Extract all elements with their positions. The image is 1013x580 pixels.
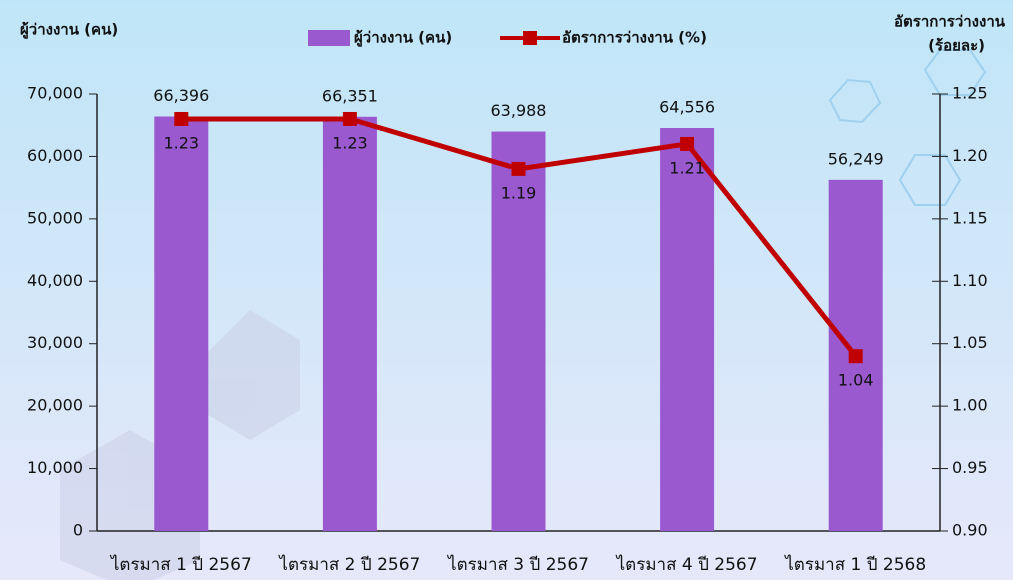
bar	[491, 131, 546, 532]
bar-value-label: 66,396	[153, 86, 209, 105]
y-tick-label: 70,000	[27, 84, 83, 103]
bar	[154, 116, 209, 531]
line-value-label: 1.23	[332, 133, 368, 152]
y2-tick-label: 1.15	[952, 208, 988, 227]
legend-swatch	[523, 31, 537, 45]
line-marker	[680, 136, 695, 151]
y2-axis-title: อัตราการว่างงาน	[894, 13, 1006, 31]
y-axis-title: ผู้ว่างงาน (คน)	[20, 21, 118, 40]
y-tick-label: 60,000	[27, 146, 83, 165]
line-marker	[511, 161, 526, 176]
y2-tick-label: 1.20	[952, 146, 988, 165]
y-tick-label: 10,000	[27, 458, 83, 477]
line-value-label: 1.04	[838, 371, 874, 390]
x-tick-label: ไตรมาส 2 ปี 2567	[277, 554, 420, 575]
bar	[322, 116, 377, 532]
line-marker	[848, 349, 863, 364]
line-marker	[342, 111, 357, 126]
x-tick-label: ไตรมาส 3 ปี 2567	[446, 554, 589, 575]
legend-label: ผู้ว่างงาน (คน)	[354, 29, 452, 48]
x-tick-label: ไตรมาส 1 ปี 2567	[109, 554, 252, 575]
y-tick-label: 20,000	[27, 396, 83, 415]
line-marker	[174, 111, 189, 126]
legend-label: อัตราการว่างงาน (%)	[562, 29, 707, 47]
y2-tick-label: 1.00	[952, 396, 988, 415]
y-tick-label: 0	[73, 521, 83, 540]
x-tick-label: ไตรมาส 1 ปี 2568	[783, 554, 926, 575]
line-value-label: 1.21	[669, 158, 705, 177]
bar-value-label: 64,556	[659, 97, 715, 116]
line-value-label: 1.23	[163, 133, 199, 152]
y2-axis-title: (ร้อยละ)	[928, 37, 985, 55]
line-value-label: 1.19	[501, 183, 537, 202]
y2-tick-label: 1.05	[952, 333, 988, 352]
y2-tick-label: 0.90	[952, 521, 988, 540]
x-tick-label: ไตรมาส 4 ปี 2567	[615, 554, 758, 575]
y2-tick-label: 0.95	[952, 458, 988, 477]
y2-tick-label: 1.10	[952, 271, 988, 290]
bar-value-label: 66,351	[322, 86, 378, 105]
y-tick-label: 50,000	[27, 208, 83, 227]
legend-swatch	[308, 30, 350, 46]
y-tick-label: 30,000	[27, 333, 83, 352]
bar	[660, 127, 715, 531]
bar-value-label: 56,249	[828, 149, 884, 168]
bar-value-label: 63,988	[491, 101, 547, 120]
y-tick-label: 40,000	[27, 271, 83, 290]
y2-tick-label: 1.25	[952, 84, 988, 103]
